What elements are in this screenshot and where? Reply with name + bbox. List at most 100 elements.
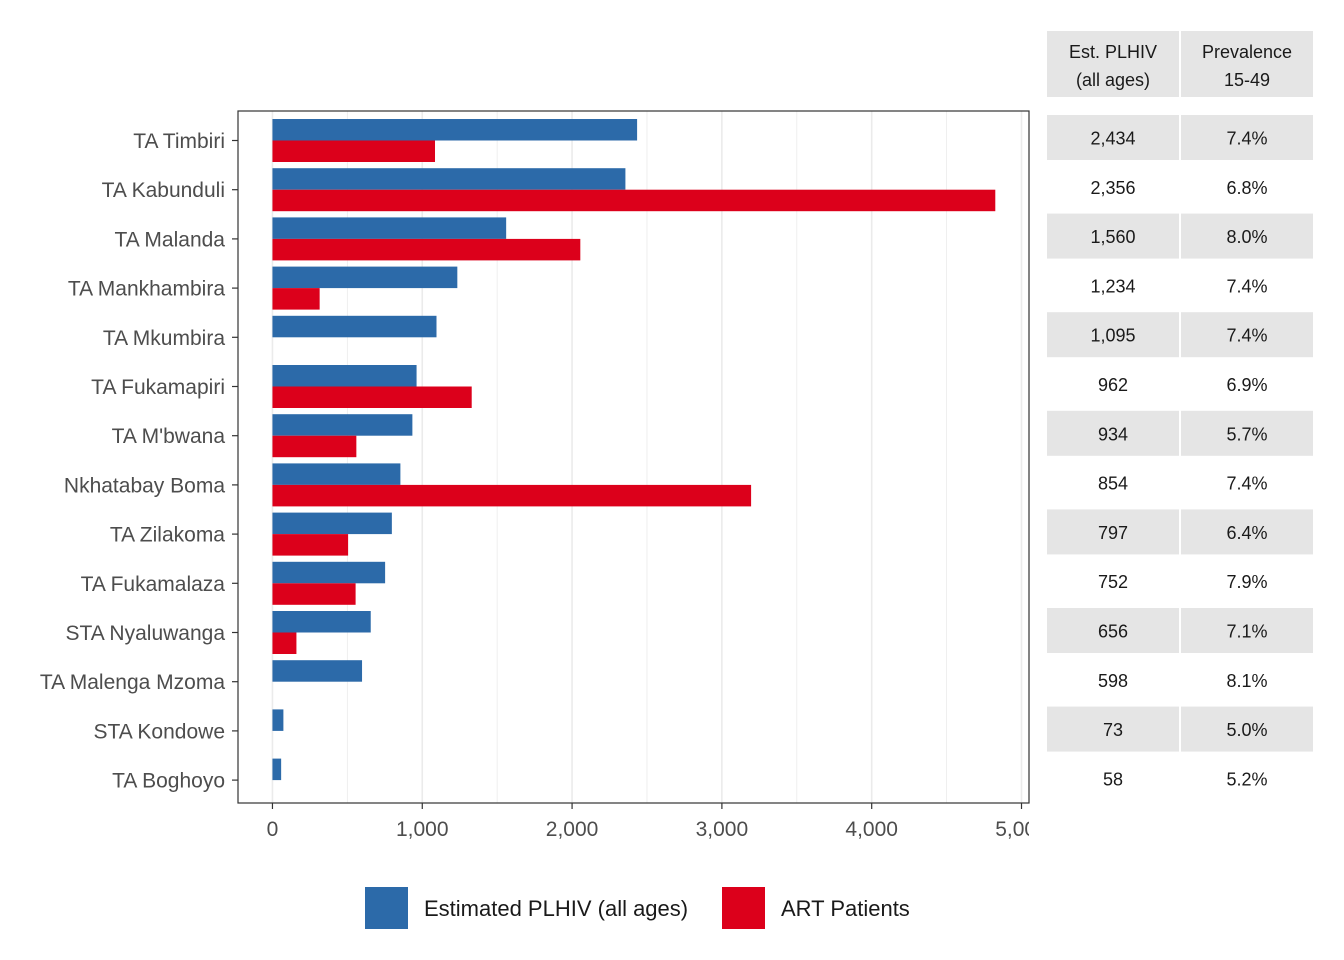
table-cell-bg <box>1047 410 1179 456</box>
table-plhiv-value: 2,434 <box>1090 129 1135 149</box>
table-plhiv-value: 962 <box>1098 375 1128 395</box>
plot-panel-border <box>237 110 1030 804</box>
x-tick-label: 5,000 <box>995 818 1048 841</box>
x-tick-label: 0 <box>267 818 279 841</box>
category-label: TA Malanda <box>114 228 225 251</box>
table-prevalence-value: 6.4% <box>1226 523 1267 543</box>
table-prevalence-value: 8.1% <box>1226 671 1267 691</box>
category-label: TA Fukamapiri <box>91 376 225 399</box>
legend-swatch <box>722 887 765 929</box>
table-plhiv-value: 797 <box>1098 523 1128 543</box>
bars <box>272 119 996 781</box>
art-bar <box>272 189 996 212</box>
table-cell-bg <box>1181 706 1313 752</box>
plhiv-bar <box>272 266 458 289</box>
plhiv-bar <box>272 463 401 485</box>
table-cell-bg <box>1181 410 1313 456</box>
table-header-line: (all ages) <box>1076 70 1150 90</box>
table-plhiv-value: 1,234 <box>1090 276 1135 296</box>
category-label: TA Malenga Mzoma <box>40 671 226 694</box>
table-cell-bg <box>1181 312 1313 358</box>
table-cell-bg <box>1181 509 1313 555</box>
art-bar <box>272 386 472 408</box>
art-bar <box>272 632 297 654</box>
table-prevalence-value: 7.1% <box>1226 622 1267 642</box>
table-prevalence-value: 7.4% <box>1226 276 1267 296</box>
plhiv-bar <box>272 217 507 239</box>
table-header-line: 15-49 <box>1224 70 1270 90</box>
table-prevalence-value: 7.4% <box>1226 326 1267 346</box>
x-tick-label: 1,000 <box>396 818 449 841</box>
table-plhiv-value: 73 <box>1103 720 1123 740</box>
category-labels: TA Timbiri TA Kabunduli TA Malanda TA Mankh… <box>40 130 238 793</box>
category-label: TA Mankhambira <box>68 278 225 301</box>
table-plhiv-value: 1,560 <box>1090 227 1135 247</box>
table-header-cell <box>1181 31 1313 97</box>
table-plhiv-value: 2,356 <box>1090 178 1135 198</box>
art-bar <box>272 288 320 310</box>
grid-lines <box>271 111 1023 803</box>
legend-swatch <box>365 887 408 929</box>
table-cell-bg <box>1181 608 1313 653</box>
plhiv-bar <box>272 611 371 633</box>
art-bar <box>272 583 356 605</box>
table-plhiv-value: 656 <box>1098 622 1128 642</box>
table-cell-bg <box>1047 213 1179 259</box>
category-label: TA Timbiri <box>133 130 225 153</box>
plhiv-bar <box>272 315 437 338</box>
table-prevalence-value: 7.9% <box>1226 572 1267 592</box>
category-label: Nkhatabay Boma <box>64 474 225 497</box>
plhiv-bar <box>272 512 392 535</box>
table-plhiv-value: 934 <box>1098 424 1128 444</box>
table-prevalence-value: 5.0% <box>1226 720 1267 740</box>
table-plhiv-value: 58 <box>1103 769 1123 789</box>
category-label: STA Nyaluwanga <box>65 622 225 645</box>
category-label: STA Kondowe <box>93 720 225 743</box>
table-cell-bg <box>1047 509 1179 555</box>
art-bar <box>272 435 357 458</box>
plhiv-bar <box>272 414 413 436</box>
legend: Estimated PLHIV (all ages) ART Patients <box>365 887 910 929</box>
table-prevalence-value: 6.8% <box>1226 178 1267 198</box>
art-bar <box>272 484 752 507</box>
category-label: TA Fukamalaza <box>81 573 226 596</box>
plhiv-bar <box>272 660 363 682</box>
category-label: TA Mkumbira <box>103 327 225 350</box>
category-label: TA Kabunduli <box>102 179 225 202</box>
category-label: TA Zilakoma <box>110 524 225 547</box>
table-cell-bg <box>1047 312 1179 358</box>
table-plhiv-value: 1,095 <box>1090 326 1135 346</box>
plhiv-bar <box>272 561 386 584</box>
plhiv-bar <box>272 709 284 731</box>
legend-label: Estimated PLHIV (all ages) <box>424 896 688 921</box>
table-cell-bg <box>1047 115 1179 160</box>
x-tick-label: 4,000 <box>845 818 898 841</box>
table-plhiv-value: 598 <box>1098 671 1128 691</box>
table-header-cell <box>1047 31 1179 97</box>
art-bar <box>272 238 581 261</box>
legend-label: ART Patients <box>781 896 910 921</box>
plhiv-bar <box>272 168 626 190</box>
table-plhiv-value: 854 <box>1098 474 1128 494</box>
x-axis-ticks: 0 1,000 2,000 3,000 4,000 5,000 <box>267 803 1048 841</box>
art-bar <box>272 534 349 556</box>
table-prevalence-value: 7.4% <box>1226 474 1267 494</box>
table-cell-bg <box>1047 608 1179 653</box>
plhiv-bar <box>272 119 638 141</box>
category-label: TA M'bwana <box>112 425 226 448</box>
table-plhiv-value: 752 <box>1098 572 1128 592</box>
table-header-line: Prevalence <box>1202 42 1292 62</box>
x-tick-label: 3,000 <box>696 818 749 841</box>
table-header-line: Est. PLHIV <box>1069 42 1157 62</box>
table-cell-bg <box>1047 706 1179 752</box>
table-prevalence-value: 5.2% <box>1226 769 1267 789</box>
side-table: Est. PLHIV (all ages) Prevalence 15-49 2,434… <box>1047 31 1313 789</box>
table-prevalence-value: 6.9% <box>1226 375 1267 395</box>
category-label: TA Boghoyo <box>112 770 225 793</box>
plhiv-bar <box>272 758 282 781</box>
table-cell-bg <box>1181 115 1313 160</box>
table-prevalence-value: 7.4% <box>1226 129 1267 149</box>
table-cell-bg <box>1181 213 1313 259</box>
table-prevalence-value: 5.7% <box>1226 424 1267 444</box>
